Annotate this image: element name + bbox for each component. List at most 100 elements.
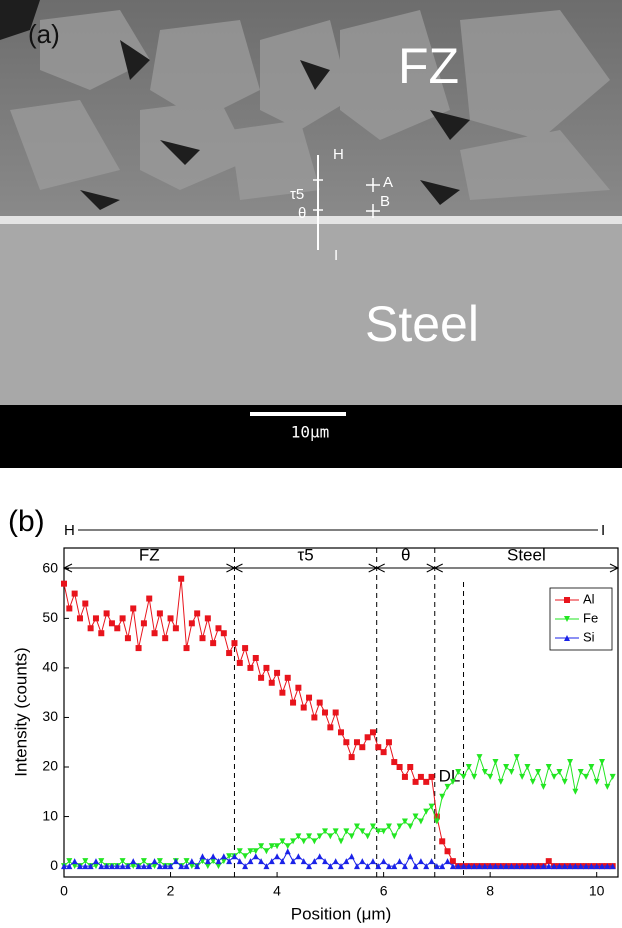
marker — [497, 778, 504, 785]
marker — [481, 768, 488, 775]
marker — [588, 863, 595, 870]
marker — [609, 863, 616, 870]
marker — [178, 575, 185, 582]
marker — [564, 616, 570, 622]
marker — [465, 764, 472, 771]
marker — [119, 863, 126, 870]
marker — [98, 630, 105, 637]
marker — [215, 625, 222, 632]
marker — [66, 858, 73, 865]
marker — [593, 863, 600, 870]
marker — [172, 858, 179, 865]
marker — [492, 759, 499, 766]
marker — [290, 838, 297, 845]
marker — [210, 858, 217, 865]
marker — [556, 863, 563, 870]
x-tick-label: 2 — [167, 883, 175, 899]
marker — [284, 848, 291, 855]
marker — [364, 863, 371, 870]
marker — [401, 863, 408, 870]
marker — [226, 853, 233, 860]
marker — [561, 863, 568, 870]
x-tick-label: 8 — [486, 883, 494, 899]
marker — [226, 858, 233, 865]
marker — [135, 645, 142, 652]
marker — [178, 863, 185, 870]
marker — [76, 615, 83, 622]
marker — [577, 863, 584, 870]
marker — [290, 858, 297, 865]
marker — [364, 833, 371, 840]
marker — [322, 828, 329, 835]
marker — [476, 754, 483, 761]
marker — [423, 863, 430, 870]
y-tick-label: 20 — [42, 758, 58, 774]
marker — [167, 615, 174, 622]
marker — [385, 863, 392, 870]
marker — [247, 858, 254, 865]
panel-label: (a) — [28, 19, 60, 49]
marker — [231, 853, 238, 860]
marker — [242, 863, 249, 870]
x-tick-label: 4 — [273, 883, 281, 899]
marker — [183, 858, 190, 865]
y-tick-label: 40 — [42, 659, 58, 675]
marker — [290, 699, 297, 706]
marker — [519, 773, 526, 780]
region-label: θ — [401, 545, 410, 564]
marker — [412, 813, 419, 820]
marker — [327, 833, 334, 840]
marker — [258, 843, 265, 850]
y-axis-label: Intensity (counts) — [11, 647, 30, 776]
phase-label: τ5 — [290, 186, 304, 203]
marker — [194, 610, 201, 617]
marker — [322, 709, 329, 716]
marker — [561, 778, 568, 785]
marker — [172, 625, 179, 632]
marker — [247, 664, 254, 671]
marker — [556, 768, 563, 775]
marker — [567, 759, 574, 766]
marker — [481, 863, 488, 870]
marker — [151, 863, 158, 870]
marker — [300, 858, 307, 865]
marker — [417, 858, 424, 865]
marker — [151, 630, 158, 637]
marker — [300, 838, 307, 845]
marker — [572, 788, 579, 795]
marker — [71, 590, 78, 597]
marker — [295, 853, 302, 860]
marker — [375, 863, 382, 870]
phase-label: θ — [298, 205, 306, 222]
marker — [263, 848, 270, 855]
marker — [98, 858, 105, 865]
marker — [263, 664, 270, 671]
point-label: B — [380, 193, 390, 210]
line-label: H — [333, 146, 344, 163]
marker — [385, 823, 392, 830]
y-tick-label: 10 — [42, 807, 58, 823]
marker — [183, 863, 190, 870]
marker — [348, 754, 355, 761]
marker — [311, 714, 318, 721]
marker — [551, 863, 558, 870]
marker — [412, 863, 419, 870]
marker — [194, 863, 201, 870]
marker — [151, 858, 158, 865]
line-label: H — [64, 522, 75, 539]
marker — [338, 863, 344, 870]
marker — [604, 863, 611, 870]
marker — [140, 858, 147, 865]
marker — [588, 764, 595, 771]
marker — [385, 739, 392, 746]
marker — [487, 773, 494, 780]
marker — [369, 823, 376, 830]
marker — [338, 838, 344, 845]
marker — [279, 858, 286, 865]
zone-label: Steel — [365, 296, 479, 352]
marker — [492, 863, 499, 870]
marker — [284, 674, 291, 681]
marker — [529, 863, 536, 870]
y-tick-label: 0 — [50, 857, 58, 873]
marker — [535, 863, 542, 870]
